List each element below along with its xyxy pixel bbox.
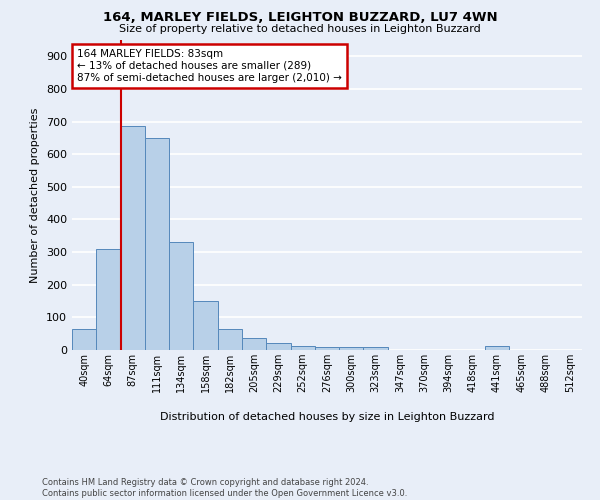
Bar xyxy=(266,343,290,350)
Bar xyxy=(339,346,364,350)
Y-axis label: Number of detached properties: Number of detached properties xyxy=(31,108,40,282)
Bar xyxy=(364,346,388,350)
Bar xyxy=(218,329,242,350)
Bar xyxy=(485,346,509,350)
Text: 164, MARLEY FIELDS, LEIGHTON BUZZARD, LU7 4WN: 164, MARLEY FIELDS, LEIGHTON BUZZARD, LU… xyxy=(103,11,497,24)
Bar xyxy=(169,242,193,350)
Bar xyxy=(242,338,266,350)
Bar xyxy=(193,301,218,350)
Text: 164 MARLEY FIELDS: 83sqm
← 13% of detached houses are smaller (289)
87% of semi-: 164 MARLEY FIELDS: 83sqm ← 13% of detach… xyxy=(77,50,342,82)
Bar xyxy=(290,346,315,350)
Text: Distribution of detached houses by size in Leighton Buzzard: Distribution of detached houses by size … xyxy=(160,412,494,422)
Bar xyxy=(145,138,169,350)
Text: Size of property relative to detached houses in Leighton Buzzard: Size of property relative to detached ho… xyxy=(119,24,481,34)
Bar xyxy=(121,126,145,350)
Bar xyxy=(315,346,339,350)
Bar xyxy=(72,329,96,350)
Text: Contains HM Land Registry data © Crown copyright and database right 2024.
Contai: Contains HM Land Registry data © Crown c… xyxy=(42,478,407,498)
Bar xyxy=(96,249,121,350)
